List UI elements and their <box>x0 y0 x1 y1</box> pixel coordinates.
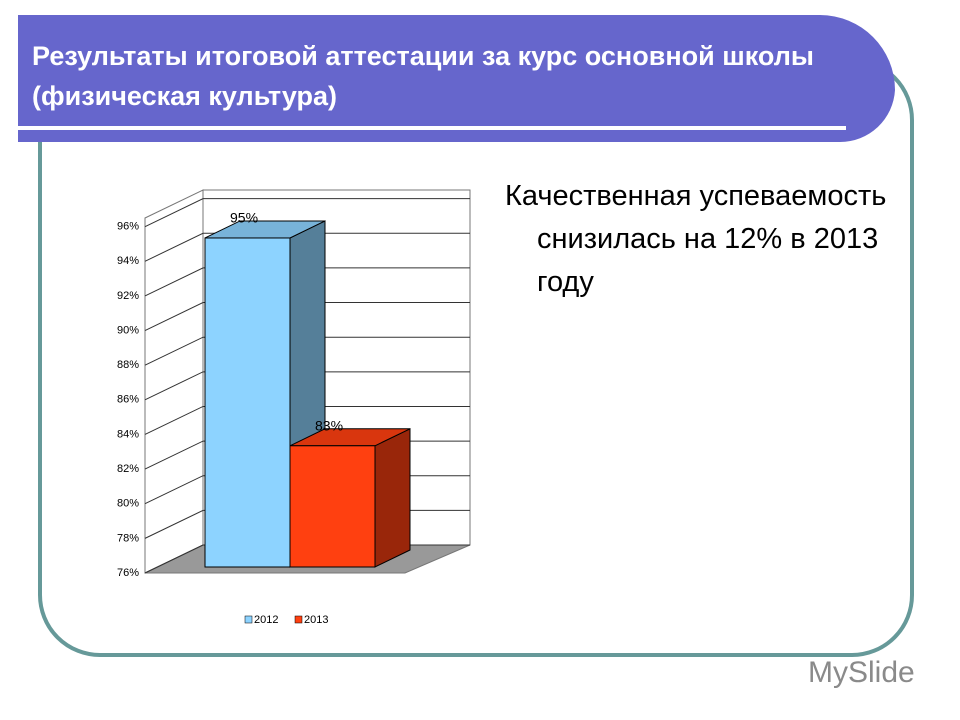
legend-swatch <box>244 615 253 624</box>
bar <box>204 237 291 568</box>
plot: 76% 78% 80% 82% 84% 86% 88% 90% 92% 94% 96% 95% 2012… <box>117 189 471 626</box>
y-tick-label: 82% <box>117 463 139 475</box>
y-tick-label: 88% <box>117 359 139 371</box>
body-text: Качественная успеваемость снизилась на 1… <box>505 180 887 298</box>
grid-line <box>144 302 470 332</box>
y-tick-label: 78% <box>117 532 139 544</box>
bar <box>289 445 376 568</box>
grid-line <box>144 267 470 297</box>
y-tick-label: 84% <box>117 428 139 440</box>
y-tick-label: 90% <box>117 324 139 336</box>
grid-line <box>144 405 470 435</box>
header-rule <box>18 126 846 130</box>
title: Результаты итоговой аттестации за курс о… <box>32 41 814 111</box>
watermark: MySlide <box>808 656 915 689</box>
grid-line <box>144 198 470 228</box>
y-tick-label: 92% <box>117 290 139 302</box>
bar-side <box>374 427 411 568</box>
y-tick-label: 86% <box>117 394 139 406</box>
grid-line <box>144 336 470 366</box>
value-label: 83% <box>315 417 343 433</box>
y-tick-label: 80% <box>117 498 139 510</box>
grid-line <box>144 232 470 262</box>
legend-swatch <box>294 615 303 624</box>
grid-line <box>144 371 470 401</box>
value-label: 95% <box>230 210 258 226</box>
y-tick-label: 94% <box>117 255 139 267</box>
y-tick-label: 76% <box>117 567 139 579</box>
y-tick-label: 96% <box>117 221 139 233</box>
legend-label: 2012 <box>254 614 278 626</box>
header-bar <box>18 15 895 143</box>
legend-label: 2013 <box>304 614 328 626</box>
